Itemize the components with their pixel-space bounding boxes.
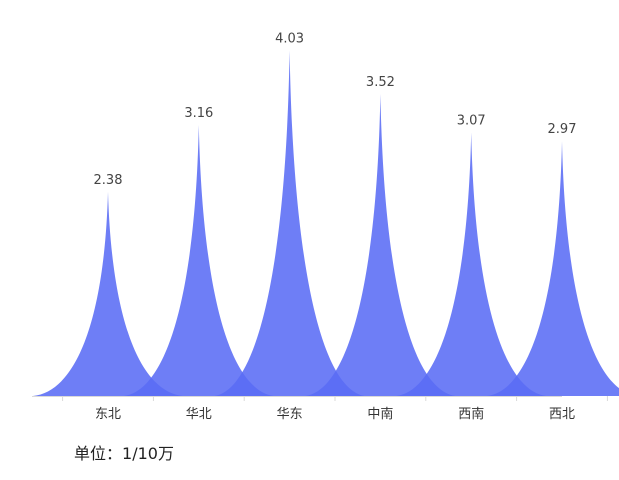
data-label-6: 2.97	[548, 122, 577, 137]
data-label-3: 4.03	[275, 31, 304, 46]
x-tick-label-2: 华北	[186, 407, 212, 422]
x-axis: 东北 华北 华东 中南 西南 西北	[32, 396, 608, 422]
data-label-2: 3.16	[184, 106, 213, 121]
x-tick-label-3: 华东	[277, 407, 303, 422]
peak-5	[396, 132, 547, 396]
peak-4	[305, 94, 456, 396]
unit-note-separator: ：	[106, 444, 123, 463]
unit-note: 单位：1/10万	[74, 440, 174, 464]
x-tick-label-5: 西南	[458, 406, 484, 422]
data-label-5: 3.07	[457, 114, 486, 129]
unit-note-label: 单位	[74, 444, 107, 463]
data-labels-layer: 2.38 3.16 4.03 3.52 3.07 2.97	[94, 31, 577, 188]
peaks-layer	[33, 50, 619, 397]
x-tick-label-4: 中南	[367, 406, 393, 422]
x-tick-label-6: 西北	[549, 407, 575, 422]
data-label-4: 3.52	[366, 75, 395, 90]
peak-6	[487, 141, 619, 396]
data-label-1: 2.38	[94, 173, 123, 188]
x-tick-label-1: 东北	[95, 407, 121, 422]
peak-1	[33, 191, 183, 396]
peak-3	[214, 50, 365, 397]
unit-note-value: 1/10万	[122, 444, 174, 463]
peak-2	[123, 124, 274, 396]
